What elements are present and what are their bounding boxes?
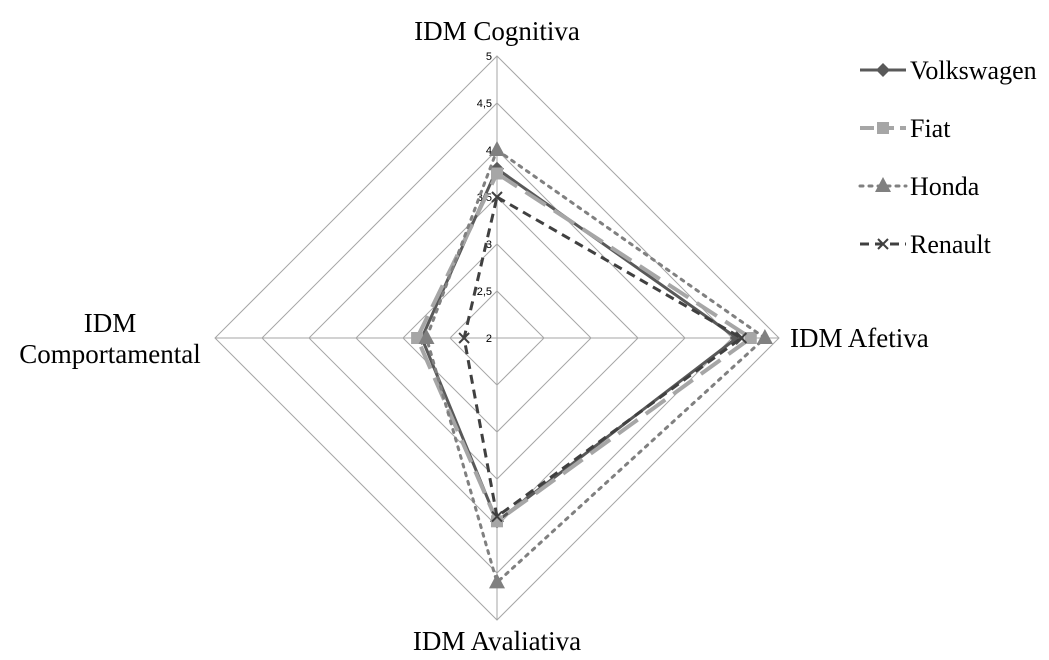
series-fiat (411, 167, 757, 528)
marker-renault-idm-comportamental (458, 332, 470, 344)
axis-title-idm-cognitiva: IDM Cognitiva (414, 16, 580, 46)
marker-renault-idm-afetiva (735, 332, 748, 344)
marker-renault-idm-cognitiva (491, 191, 503, 203)
legend-label-renault: Renault (910, 230, 992, 259)
legend-item-fiat: Fiat (860, 114, 951, 143)
series-layer (411, 141, 773, 589)
axis-title-idm-afetiva: IDM Afetiva (790, 323, 929, 353)
legend-marker-volkswagen (876, 63, 890, 77)
series-line-renault (462, 195, 743, 519)
axis-title-idm-avaliativa: IDM Avaliativa (413, 626, 581, 656)
legend-label-volkswagen: Volkswagen (910, 56, 1037, 85)
tick-label-6: 5 (486, 51, 492, 63)
marker-renault-idm-avaliativa (491, 510, 503, 523)
series-renault (458, 191, 748, 523)
legend-item-honda: Honda (858, 172, 980, 201)
legend-marker-fiat (877, 122, 889, 134)
marker-honda-idm-comportamental (418, 329, 435, 344)
marker-fiat-idm-cognitiva (491, 167, 503, 180)
tick-label-0: 2 (486, 333, 492, 345)
tick-label-4: 4 (486, 145, 492, 157)
marker-honda-idm-cognitiva (489, 141, 505, 156)
tick-label-2: 3 (486, 239, 492, 251)
marker-fiat-idm-afetiva (744, 332, 757, 344)
marker-honda-idm-afetiva (756, 329, 773, 344)
legend: Volkswagen Fiat Honda Renault (858, 56, 1037, 259)
axis-title-idm-comportamental: IDM Comportamental (19, 308, 200, 369)
legend-marker-honda (875, 177, 891, 192)
series-line-volkswagen (420, 167, 739, 523)
legend-label-honda: Honda (910, 172, 980, 201)
marker-honda-idm-avaliativa (489, 573, 505, 589)
legend-item-volkswagen: Volkswagen (860, 56, 1037, 85)
tick-label-5: 4,5 (477, 98, 492, 110)
legend-label-fiat: Fiat (910, 114, 951, 143)
legend-marker-renault (877, 238, 889, 250)
series-honda (418, 141, 773, 589)
tick-label-1: 2,5 (477, 286, 492, 298)
axis-titles: IDM Cognitiva IDM Afetiva IDM Avaliativa ID… (19, 16, 928, 656)
series-line-honda (425, 148, 767, 584)
legend-item-renault: Renault (860, 230, 992, 259)
radar-grid (214, 55, 780, 621)
